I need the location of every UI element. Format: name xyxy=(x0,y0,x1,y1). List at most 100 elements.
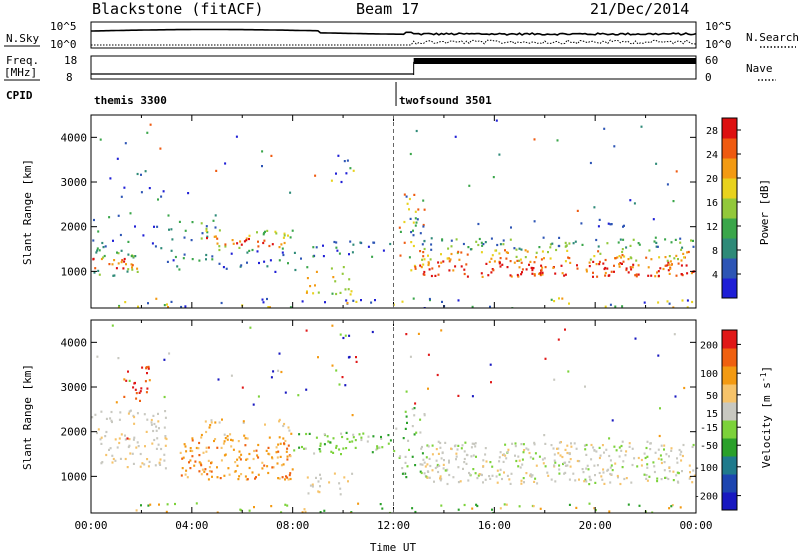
power-cell xyxy=(283,234,286,237)
power-cell xyxy=(294,268,297,272)
velocity-cell xyxy=(634,337,637,340)
power-cell xyxy=(603,127,606,130)
power-cell xyxy=(351,251,354,254)
power-cell xyxy=(423,258,426,261)
station-title: Blackstone (fitACF) xyxy=(92,0,264,18)
power-cell xyxy=(419,250,422,253)
power-cell xyxy=(650,258,653,261)
power-cell xyxy=(218,245,221,248)
velocity-cell xyxy=(628,445,631,448)
power-cell xyxy=(348,278,351,281)
velocity-cell xyxy=(420,471,423,475)
power-cell xyxy=(441,238,444,241)
colorbar-tick-label: 8 xyxy=(712,246,718,257)
power-cell xyxy=(488,260,491,263)
velocity-cell xyxy=(352,433,355,436)
velocity-cell xyxy=(118,441,121,445)
velocity-cell xyxy=(139,390,142,393)
power-cell xyxy=(412,229,414,232)
velocity-cell xyxy=(242,420,245,423)
power-cell xyxy=(618,263,621,266)
power-cell xyxy=(690,239,692,242)
power-cell xyxy=(463,268,466,271)
power-cell xyxy=(240,243,243,246)
velocity-cell xyxy=(179,451,182,454)
velocity-cell xyxy=(277,369,280,372)
velocity-cell xyxy=(298,446,301,449)
velocity-cell xyxy=(198,454,201,457)
power-cell xyxy=(549,257,552,260)
velocity-cell xyxy=(319,511,322,513)
velocity-cell xyxy=(348,334,351,337)
velocity-cell xyxy=(223,440,226,443)
colorbar-tick-label: 200 xyxy=(700,340,718,351)
power-cell xyxy=(509,260,512,263)
velocity-cell xyxy=(146,418,149,421)
power-cell xyxy=(278,259,281,262)
power-cell xyxy=(520,248,523,251)
velocity-cell xyxy=(319,442,322,445)
power-cell xyxy=(275,232,278,235)
velocity-cell xyxy=(472,454,475,457)
power-cell xyxy=(129,212,132,215)
power-cell xyxy=(681,299,684,302)
velocity-cell xyxy=(230,438,232,441)
power-cell xyxy=(627,271,630,274)
power-cell xyxy=(597,225,600,228)
velocity-cell xyxy=(469,473,472,476)
velocity-cell xyxy=(119,411,122,414)
velocity-cell xyxy=(328,481,331,484)
power-cell xyxy=(140,191,143,194)
velocity-cell xyxy=(636,465,639,468)
velocity-cell xyxy=(198,470,201,473)
power-cell xyxy=(92,239,95,242)
power-cell xyxy=(118,304,121,308)
velocity-cell xyxy=(523,449,526,452)
power-cell xyxy=(200,237,203,240)
velocity-cell xyxy=(244,475,247,478)
power-cell xyxy=(314,284,316,287)
velocity-cell xyxy=(159,458,162,461)
colorbar-segment xyxy=(722,366,737,385)
velocity-cell xyxy=(670,449,673,452)
velocity-cell xyxy=(146,372,148,375)
velocity-cell xyxy=(345,447,348,450)
power-cell xyxy=(495,119,498,122)
velocity-cell xyxy=(454,444,457,447)
power-cell xyxy=(449,258,452,261)
velocity-cell xyxy=(283,422,286,426)
velocity-cell xyxy=(678,448,681,452)
velocity-cell xyxy=(608,437,611,440)
time-xlabel: Time UT xyxy=(370,541,417,554)
power-cell xyxy=(96,247,99,250)
velocity-cell xyxy=(168,352,171,355)
power-cell xyxy=(427,254,429,257)
power-cell xyxy=(239,240,242,243)
velocity-cell xyxy=(281,476,284,479)
velocity-cell xyxy=(459,480,462,483)
power-cell xyxy=(178,268,181,271)
velocity-cell xyxy=(372,435,375,438)
velocity-cell xyxy=(164,467,167,470)
velocity-cell xyxy=(318,448,321,451)
velocity-cell xyxy=(554,480,557,483)
velocity-cell xyxy=(128,438,131,441)
velocity-cell xyxy=(114,459,117,462)
velocity-cell xyxy=(439,441,442,445)
power-cell xyxy=(691,300,694,304)
velocity-cell xyxy=(645,477,648,480)
velocity-cell xyxy=(290,432,293,435)
power-cell xyxy=(127,268,130,271)
power-cell xyxy=(116,251,118,254)
velocity-cell xyxy=(132,438,135,441)
velocity-cell xyxy=(338,448,341,451)
power-cell xyxy=(614,305,617,308)
velocity-cell xyxy=(207,459,210,462)
power-cell xyxy=(147,302,149,305)
velocity-cell xyxy=(568,478,571,481)
power-cell xyxy=(629,266,632,269)
velocity-cell xyxy=(672,470,675,473)
power-cell xyxy=(243,240,246,243)
velocity-cell xyxy=(220,459,223,462)
power-cell xyxy=(609,223,612,226)
